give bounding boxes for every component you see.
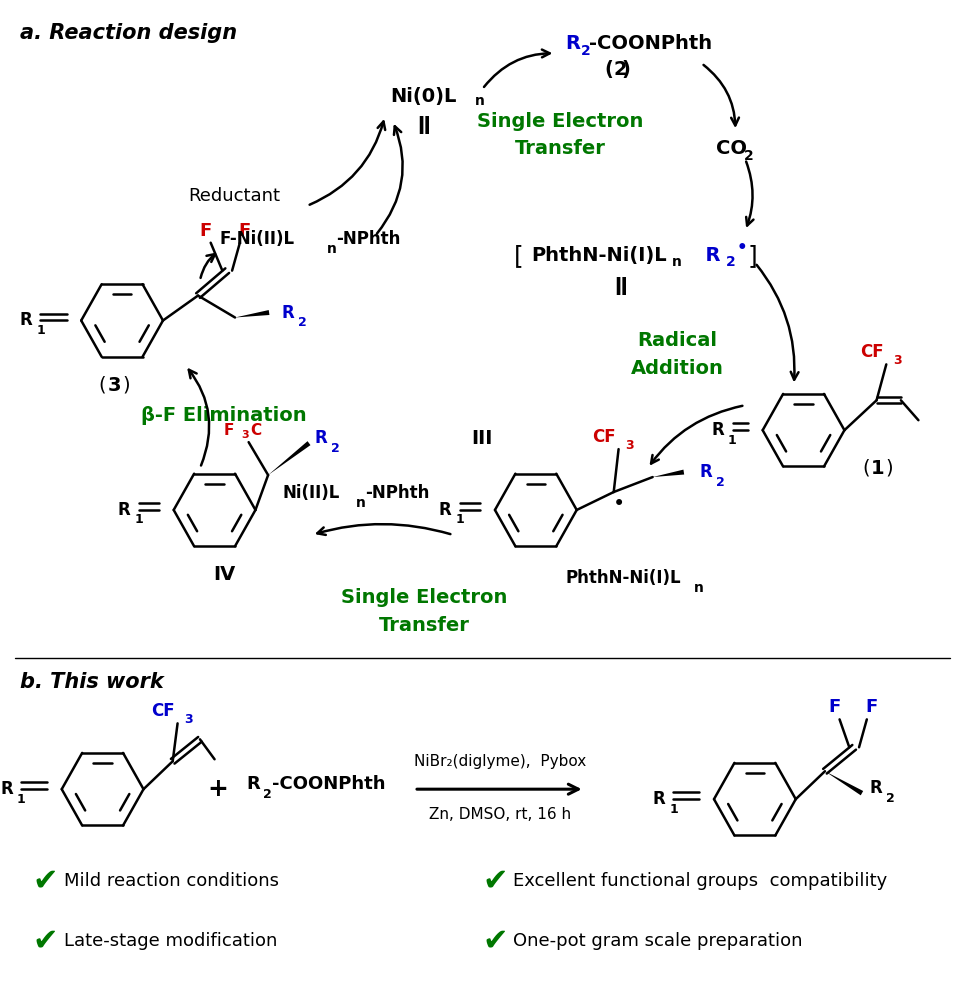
Text: C: C [251, 422, 262, 437]
Text: III: III [471, 428, 493, 447]
Text: n: n [474, 94, 484, 108]
Text: PhthN-Ni(I)L: PhthN-Ni(I)L [565, 569, 681, 586]
Text: -NPhth: -NPhth [366, 484, 430, 502]
Text: R: R [565, 34, 580, 53]
Text: ǁ: ǁ [417, 114, 430, 133]
Polygon shape [235, 310, 270, 317]
Polygon shape [825, 771, 863, 795]
Text: b. This work: b. This work [20, 672, 164, 692]
Text: (: ( [862, 458, 869, 477]
Text: +: + [207, 777, 228, 801]
Text: 1: 1 [669, 802, 678, 816]
Text: 2: 2 [716, 475, 724, 488]
Text: F: F [865, 699, 878, 717]
Text: n: n [694, 580, 704, 594]
Polygon shape [269, 441, 311, 475]
Text: CF: CF [859, 343, 884, 362]
Text: R: R [869, 779, 883, 797]
Text: ]: ] [747, 244, 757, 267]
Text: ): ) [621, 60, 630, 79]
Text: ): ) [885, 458, 893, 477]
Text: -COONPhth: -COONPhth [272, 775, 385, 793]
Text: 2: 2 [744, 149, 754, 163]
Text: R: R [653, 790, 665, 808]
Text: ✔: ✔ [32, 926, 58, 955]
Text: CF: CF [592, 428, 615, 446]
Text: Radical: Radical [637, 331, 717, 350]
Text: ✔: ✔ [32, 867, 58, 896]
Text: 1: 1 [17, 792, 25, 806]
Text: R: R [700, 463, 712, 481]
Text: •: • [612, 494, 624, 514]
Text: Ni(II)L: Ni(II)L [282, 484, 340, 502]
Text: F: F [828, 699, 841, 717]
Text: Addition: Addition [630, 359, 723, 378]
Text: 2: 2 [886, 791, 895, 805]
Text: F-Ni(II)L: F-Ni(II)L [220, 230, 295, 248]
Text: One-pot gram scale preparation: One-pot gram scale preparation [514, 931, 803, 949]
Text: Zn, DMSO, rt, 16 h: Zn, DMSO, rt, 16 h [428, 806, 571, 822]
Text: F: F [200, 222, 212, 240]
Text: R: R [438, 501, 451, 519]
Text: F: F [224, 422, 234, 437]
Text: R: R [247, 775, 261, 793]
Text: [: [ [514, 244, 523, 267]
Text: Mild reaction conditions: Mild reaction conditions [64, 872, 278, 890]
Text: F: F [238, 222, 251, 240]
Text: 1: 1 [870, 458, 884, 477]
Text: ✔: ✔ [482, 926, 508, 955]
Text: 2: 2 [331, 441, 340, 454]
Text: R: R [315, 429, 327, 447]
Text: n: n [672, 254, 682, 268]
Text: 3: 3 [893, 354, 902, 367]
Text: Ni(0)L: Ni(0)L [391, 86, 457, 105]
Text: β-F Elimination: β-F Elimination [141, 406, 307, 424]
Text: Transfer: Transfer [514, 139, 606, 158]
Text: 1: 1 [456, 514, 465, 527]
Text: PhthN-Ni(I)L: PhthN-Ni(I)L [531, 247, 666, 265]
Text: R: R [711, 421, 724, 439]
Text: 2: 2 [298, 316, 307, 329]
Text: ✔: ✔ [482, 867, 508, 896]
Text: 3: 3 [241, 430, 249, 440]
Text: Excellent functional groups  compatibility: Excellent functional groups compatibilit… [514, 872, 888, 890]
Text: 1: 1 [727, 433, 736, 446]
Text: CF: CF [151, 703, 174, 721]
Text: R: R [0, 780, 13, 798]
Text: IV: IV [214, 566, 235, 584]
Text: Single Electron: Single Electron [341, 588, 507, 607]
Text: (: ( [604, 60, 612, 79]
Text: -COONPhth: -COONPhth [589, 34, 712, 53]
Text: NiBr₂(diglyme),  Pybox: NiBr₂(diglyme), Pybox [414, 753, 586, 768]
Text: 3: 3 [108, 376, 122, 395]
Text: ǁ: ǁ [614, 276, 627, 295]
Text: 3: 3 [184, 713, 193, 726]
Text: 1: 1 [134, 514, 143, 527]
Text: Reductant: Reductant [188, 187, 280, 205]
Text: R: R [692, 247, 720, 265]
Text: a. Reaction design: a. Reaction design [20, 23, 237, 44]
Text: 2: 2 [580, 45, 590, 59]
Text: Transfer: Transfer [378, 616, 469, 635]
Text: R: R [20, 311, 32, 329]
Text: Late-stage modification: Late-stage modification [64, 931, 277, 949]
Text: Single Electron: Single Electron [477, 111, 643, 130]
Text: ): ) [122, 376, 129, 395]
Text: 1: 1 [36, 324, 45, 337]
Text: 2: 2 [264, 787, 272, 801]
Text: n: n [356, 496, 366, 510]
Polygon shape [653, 469, 684, 477]
Text: 2: 2 [613, 60, 627, 79]
Text: -NPhth: -NPhth [336, 230, 401, 248]
Text: •: • [736, 239, 747, 256]
Text: R: R [281, 303, 295, 321]
Text: n: n [326, 242, 336, 255]
Text: CO: CO [716, 139, 747, 158]
Text: R: R [118, 501, 130, 519]
Text: 3: 3 [625, 438, 634, 451]
Text: 2: 2 [725, 254, 735, 268]
Text: (: ( [99, 376, 107, 395]
